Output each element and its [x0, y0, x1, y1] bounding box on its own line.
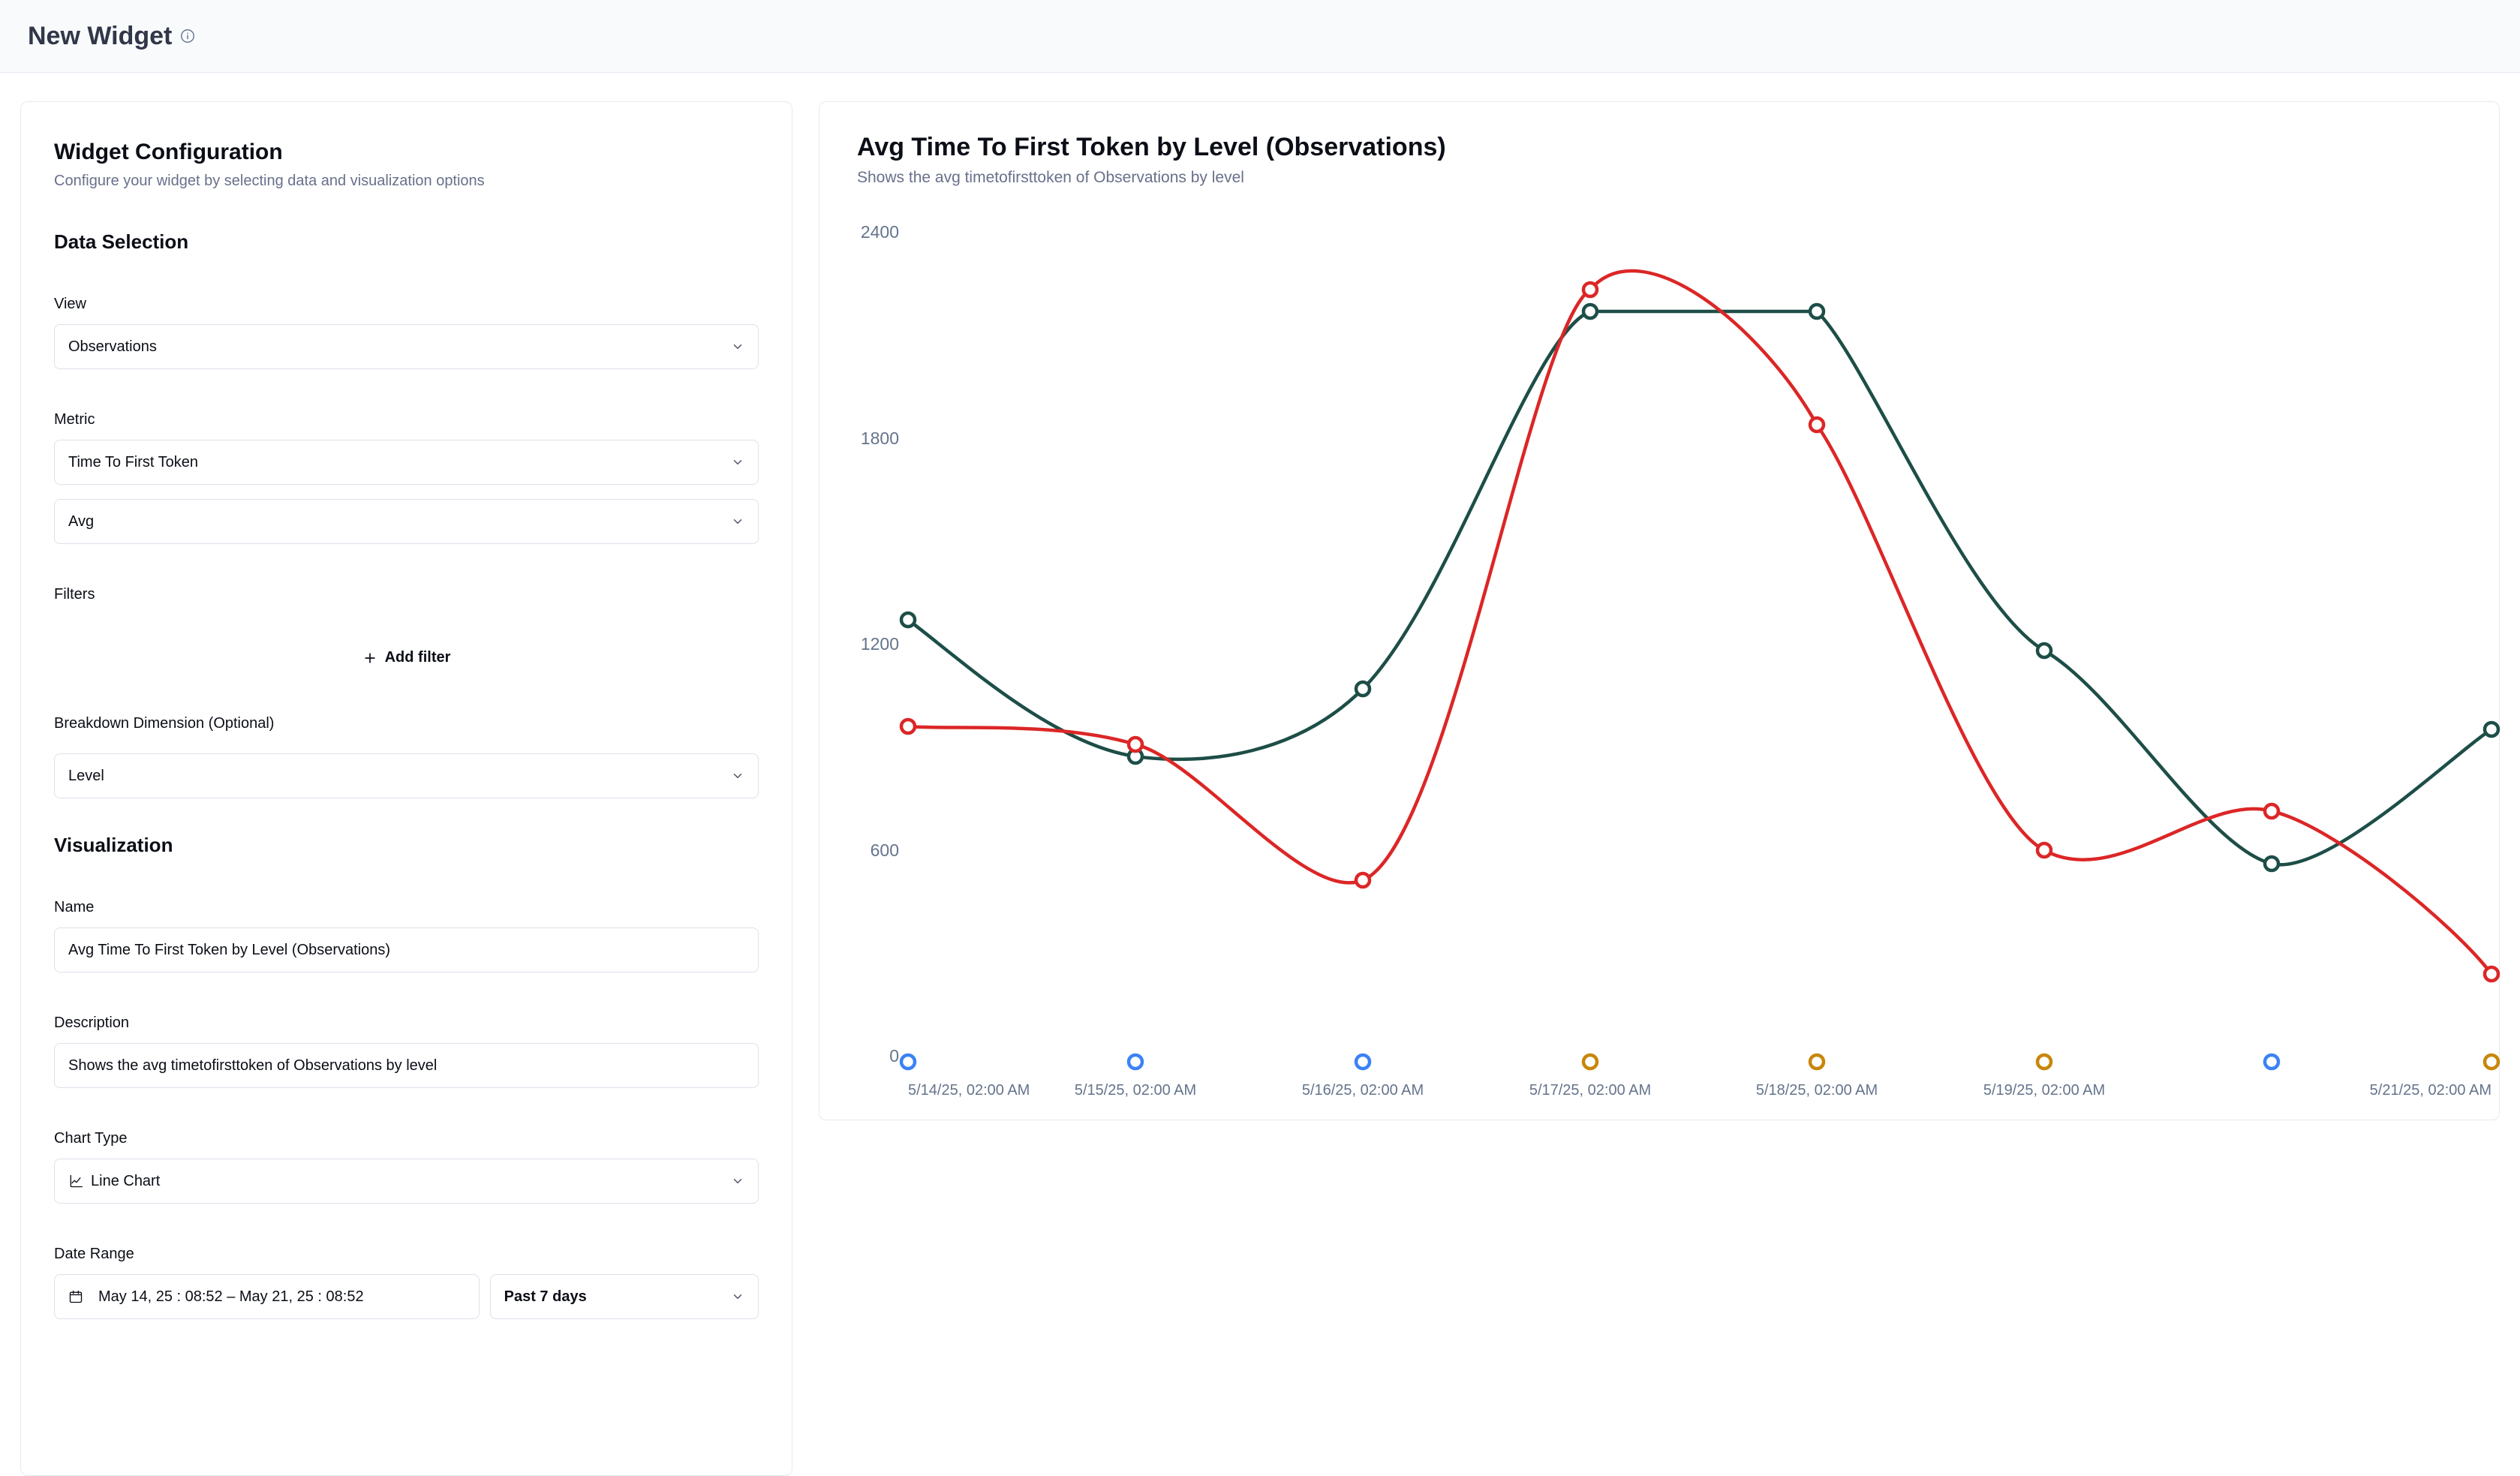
svg-text:5/19/25, 02:00 AM: 5/19/25, 02:00 AM	[1983, 1082, 2105, 1099]
svg-text:5/15/25, 02:00 AM: 5/15/25, 02:00 AM	[1075, 1082, 1196, 1099]
svg-text:600: 600	[871, 840, 899, 860]
svg-text:5/14/25, 02:00 AM: 5/14/25, 02:00 AM	[908, 1082, 1030, 1099]
svg-text:5/21/25, 02:00 AM: 5/21/25, 02:00 AM	[2370, 1082, 2491, 1099]
svg-text:5/18/25, 02:00 AM: 5/18/25, 02:00 AM	[1756, 1082, 1878, 1099]
svg-text:0: 0	[889, 1046, 899, 1066]
svg-text:5/16/25, 02:00 AM: 5/16/25, 02:00 AM	[1302, 1082, 1424, 1099]
svg-text:1200: 1200	[861, 634, 899, 654]
svg-text:2400: 2400	[861, 222, 899, 242]
svg-text:1800: 1800	[861, 428, 899, 448]
svg-text:5/17/25, 02:00 AM: 5/17/25, 02:00 AM	[1529, 1082, 1651, 1099]
